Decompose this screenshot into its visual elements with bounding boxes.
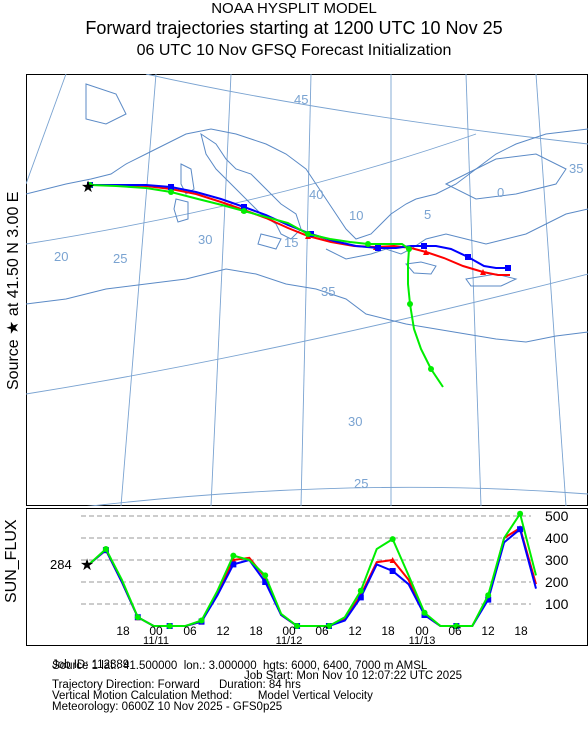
- coastlines: [26, 83, 588, 343]
- trajectory-marker: [87, 182, 93, 188]
- flux-y-tick: 300: [545, 552, 569, 568]
- trajectory-marker: [305, 231, 311, 237]
- grid-label: 25: [113, 251, 127, 266]
- flux-point: [166, 623, 173, 629]
- flux-x-tick: 06: [183, 624, 197, 638]
- flux-source-value: 284: [50, 557, 72, 572]
- flux-x-tick: 12: [348, 624, 362, 638]
- trajectory-marker: [168, 184, 174, 190]
- grid-label: 25: [354, 476, 368, 491]
- trajectory-marker: [428, 366, 434, 372]
- trajectory-marker: [407, 301, 413, 307]
- flux-x-tick: 18: [116, 624, 130, 638]
- flux-date-label: 11/11: [143, 635, 169, 646]
- flux-axis-label: SUN_FLUX: [3, 519, 20, 603]
- trajectory-marker: [241, 204, 247, 210]
- flux-point: [102, 546, 109, 552]
- trajectory-green: [89, 184, 444, 388]
- grid-label: 45: [294, 92, 308, 107]
- meteorology: Meteorology: 0600Z 10 Nov 2025 - GFS0p25: [52, 701, 283, 713]
- flux-point: [262, 572, 269, 579]
- trajectory-marker: [421, 243, 427, 249]
- flux-x-tick: 06: [448, 624, 462, 638]
- flux-y-tick: 400: [545, 530, 569, 546]
- flux-point: [389, 557, 396, 563]
- flux-x-tick: 06: [315, 624, 329, 638]
- trajectory-marker: [406, 246, 412, 252]
- flux-point: [485, 596, 492, 603]
- flux-x-tick: 00: [415, 624, 429, 638]
- flux-border: [26, 508, 588, 646]
- job-info: Job ID: 112389 Job Start: Mon Nov 10 12:…: [26, 649, 586, 713]
- trajectory-marker: [505, 265, 511, 271]
- flux-point: [389, 568, 396, 574]
- flux-y-tick: 100: [545, 596, 569, 612]
- grid-label: 30: [198, 232, 212, 247]
- grid-label: 10: [349, 208, 363, 223]
- flux-point: [294, 623, 301, 629]
- flux-point: [230, 552, 237, 559]
- trajectory-marker: [465, 254, 471, 260]
- flux-x-tick: 18: [249, 624, 263, 638]
- grid-label: 0: [497, 185, 504, 200]
- flux-x-tick: 18: [381, 624, 395, 638]
- flux-x-tick: 12: [481, 624, 495, 638]
- job-start: Job Start: Mon Nov 10 12:07:22 UTC 2025: [244, 670, 462, 682]
- flux-x-tick: 12: [216, 624, 230, 638]
- grid-label: 30: [348, 414, 362, 429]
- title-trajectories: Forward trajectories starting at 1200 UT…: [85, 18, 503, 38]
- trajectory-marker: [365, 241, 371, 247]
- trajectory-marker: [480, 269, 486, 275]
- grid-label: 40: [309, 187, 323, 202]
- flux-y-tick: 200: [545, 574, 569, 590]
- flux-series-green: [89, 511, 537, 627]
- vertical-motion: Vertical Motion Calculation Method: Mode…: [52, 690, 373, 702]
- flux-point: [517, 526, 524, 533]
- flux-point: [134, 614, 141, 621]
- flux-point: [517, 510, 524, 517]
- source-star-icon: ★: [81, 179, 95, 196]
- flux-point: [453, 623, 460, 629]
- flux-point: [485, 592, 492, 599]
- flux-x-tick: 18: [514, 624, 528, 638]
- flux-point: [325, 623, 332, 629]
- flux-date-label: 11/13: [409, 635, 436, 646]
- flux-y-tick: 500: [545, 508, 569, 524]
- trajectory-marker: [375, 245, 381, 251]
- title-model: NOAA HYSPLIT MODEL: [211, 0, 377, 17]
- trajectory-direction: Trajectory Direction: Forward Duration: …: [52, 679, 301, 691]
- trajectory-marker: [168, 189, 174, 195]
- trajectory-red: [90, 184, 510, 276]
- grid-label: 15: [284, 235, 298, 250]
- title-forecast: 06 UTC 10 Nov GFSQ Forecast Initializati…: [136, 42, 452, 59]
- trajectory-blue: [90, 184, 508, 269]
- flux-point: [262, 579, 269, 585]
- map-border: [26, 74, 588, 506]
- flux-point: [198, 617, 205, 624]
- flux-point: [421, 609, 428, 616]
- lat-lon-grid: [26, 74, 588, 506]
- flux-point: [230, 561, 237, 568]
- flux-date-label: 11/12: [276, 635, 303, 646]
- sun-flux-chart: 500 400 300 200 100 18 00 06 12 18 00 06 12 18 00 06 12…: [26, 508, 588, 646]
- flux-point: [389, 536, 396, 543]
- grid-label: 35: [321, 284, 335, 299]
- flux-x-tick: 00: [282, 624, 296, 638]
- flux-point: [357, 594, 364, 601]
- job-id: Job ID: 112389: [52, 659, 130, 671]
- trajectory-map: 45 40 35 30 25 20 15 10 5 0 35 30 25 ★: [26, 74, 588, 506]
- flux-x-tick: 00: [149, 624, 163, 638]
- flux-point: [357, 587, 364, 594]
- trajectory-marker: [241, 208, 247, 214]
- source-line: Source 1 lat.: 41.500000 lon.: 3.000000 …: [52, 660, 428, 672]
- grid-label: 20: [54, 249, 68, 264]
- flux-source-star-icon: ★: [80, 557, 94, 574]
- source-location-label: Source ★ at 41.50 N 3.00 E: [5, 191, 22, 390]
- trajectory-marker: [423, 249, 429, 255]
- grid-label: 35: [569, 161, 583, 176]
- grid-label: 5: [424, 207, 431, 222]
